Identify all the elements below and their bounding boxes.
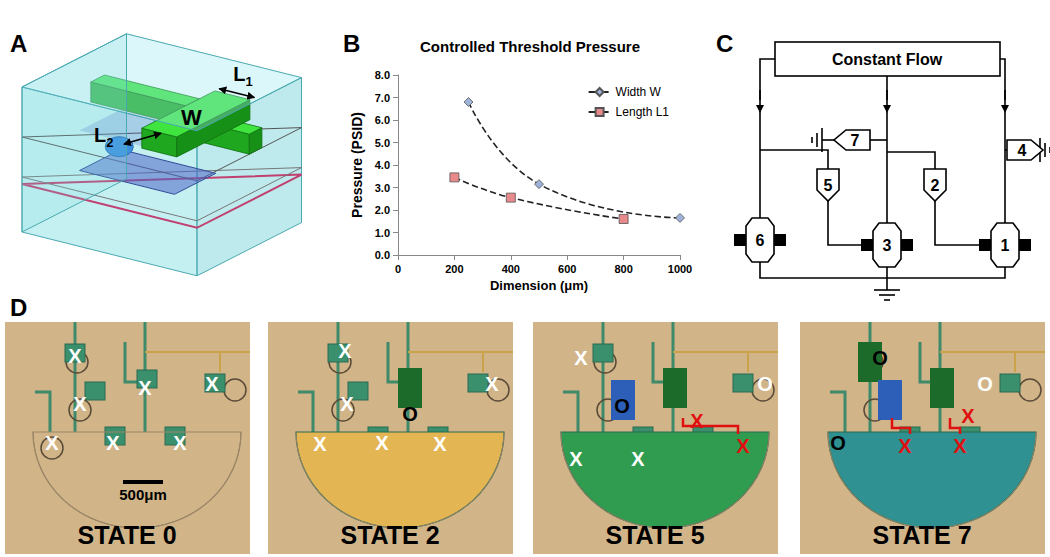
svg-text:L2: L2 (94, 124, 113, 150)
svg-text:0.0: 0.0 (375, 249, 390, 261)
svg-text:4: 4 (1018, 142, 1027, 159)
svg-text:X: X (73, 393, 87, 415)
svg-text:Constant Flow: Constant Flow (832, 51, 943, 68)
svg-text:X: X (205, 373, 219, 395)
svg-text:O: O (872, 347, 888, 369)
svg-text:1.0: 1.0 (375, 227, 390, 239)
svg-text:D: D (10, 294, 27, 321)
svg-text:6.0: 6.0 (375, 114, 390, 126)
svg-text:X: X (736, 435, 750, 457)
svg-text:STATE 7: STATE 7 (872, 521, 971, 549)
svg-text:7.0: 7.0 (375, 92, 390, 104)
svg-text:X: X (485, 373, 499, 395)
svg-text:O: O (977, 373, 993, 395)
svg-text:X: X (313, 433, 327, 455)
svg-text:X: X (433, 433, 447, 455)
svg-text:X: X (45, 432, 59, 454)
svg-text:STATE 2: STATE 2 (340, 521, 439, 549)
svg-text:3: 3 (883, 237, 892, 254)
svg-text:600: 600 (558, 263, 576, 275)
svg-text:500μm: 500μm (119, 486, 167, 503)
svg-text:STATE 0: STATE 0 (77, 521, 176, 549)
svg-text:Width W: Width W (616, 85, 662, 99)
svg-text:5.0: 5.0 (375, 137, 390, 149)
svg-text:5: 5 (824, 177, 833, 194)
svg-text:6: 6 (756, 232, 765, 249)
svg-text:0: 0 (395, 263, 401, 275)
svg-text:X: X (68, 345, 82, 367)
svg-text:X: X (631, 448, 645, 470)
svg-text:STATE 5: STATE 5 (605, 521, 704, 549)
svg-text:O: O (830, 432, 846, 454)
svg-text:Controlled Threshold Pressure: Controlled Threshold Pressure (420, 38, 640, 55)
svg-text:X: X (961, 405, 975, 427)
svg-text:O: O (614, 395, 630, 417)
svg-text:X: X (898, 435, 912, 457)
svg-text:O: O (402, 403, 418, 425)
svg-text:4.0: 4.0 (375, 159, 390, 171)
svg-text:B: B (343, 30, 360, 57)
svg-text:X: X (375, 432, 389, 454)
svg-text:Pressure (PSID): Pressure (PSID) (349, 112, 365, 218)
svg-text:X: X (338, 340, 352, 362)
svg-text:X: X (690, 410, 704, 432)
svg-text:X: X (106, 432, 120, 454)
svg-text:2.0: 2.0 (375, 204, 390, 216)
svg-text:800: 800 (614, 263, 632, 275)
svg-text:7: 7 (851, 132, 860, 149)
svg-text:400: 400 (502, 263, 520, 275)
svg-text:3.0: 3.0 (375, 182, 390, 194)
svg-text:1: 1 (1001, 237, 1010, 254)
svg-text:X: X (574, 347, 588, 369)
svg-text:X: X (569, 448, 583, 470)
svg-text:2: 2 (931, 177, 940, 194)
svg-text:X: X (340, 393, 354, 415)
svg-text:A: A (10, 30, 27, 57)
svg-text:X: X (138, 377, 152, 399)
svg-text:X: X (953, 435, 967, 457)
svg-text:L1: L1 (233, 63, 252, 89)
svg-text:X: X (173, 432, 187, 454)
svg-text:O: O (757, 373, 773, 395)
svg-text:200: 200 (445, 263, 463, 275)
svg-text:C: C (716, 30, 733, 57)
svg-text:8.0: 8.0 (375, 69, 390, 81)
svg-text:Length L1: Length L1 (616, 105, 670, 119)
svg-text:1000: 1000 (668, 263, 692, 275)
svg-text:Dimension (μm): Dimension (μm) (490, 278, 588, 293)
svg-text:W: W (181, 105, 202, 130)
